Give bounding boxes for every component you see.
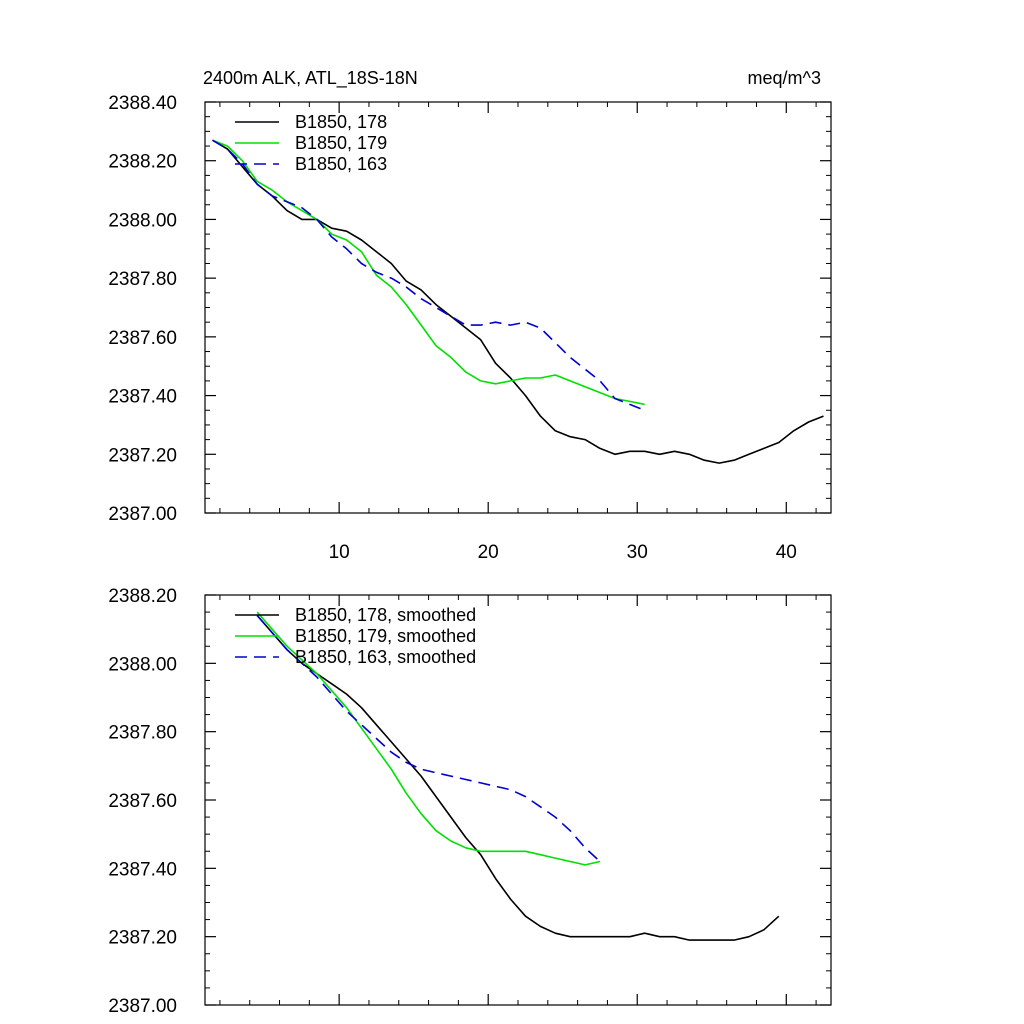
series-line-1 xyxy=(256,614,780,941)
series-line-1 xyxy=(212,139,824,464)
y-tick-label: 2388.20 xyxy=(108,152,177,173)
y-tick-label: 2387.60 xyxy=(108,328,177,349)
y-tick-label: 2387.20 xyxy=(108,928,177,949)
legend-label-3: B1850, 163 xyxy=(295,154,387,174)
bottom-panel: 2387.00 2387.20 2387.40 2387.60 2387.80 2388.… xyxy=(108,586,832,1017)
x-tick-label: 40 xyxy=(776,542,797,563)
y-tick-label: 2387.40 xyxy=(108,859,177,880)
series-line-3 xyxy=(256,614,601,863)
y-tick-label: 2387.40 xyxy=(108,387,177,408)
series-line-3 xyxy=(212,139,645,412)
legend-label-2: B1850, 179, smoothed xyxy=(295,626,476,646)
y-tick-label: 2387.60 xyxy=(108,791,177,812)
series-line-2 xyxy=(256,611,601,866)
legend-label-3: B1850, 163, smoothed xyxy=(295,647,476,667)
y-tick-label: 2388.00 xyxy=(108,654,177,675)
x-tick-label: 10 xyxy=(329,542,350,563)
y-tick-label: 2387.00 xyxy=(108,504,177,525)
series-line-2 xyxy=(212,139,645,406)
top-panel: 10 20 30 40 2387.00 2387.20 2387.40 2387.60 2387… xyxy=(108,68,832,563)
y-tick-label: 2387.80 xyxy=(108,269,177,290)
legend-label-1: B1850, 178 xyxy=(295,112,387,132)
x-tick-label: 30 xyxy=(627,542,648,563)
y-tick-label: 2387.00 xyxy=(108,996,177,1017)
y-tick-label: 2387.20 xyxy=(108,445,177,466)
y-tick-label: 2388.00 xyxy=(108,210,177,231)
chart-title: 2400m ALK, ATL_18S-18N xyxy=(203,68,418,89)
x-tick-label: 20 xyxy=(478,542,499,563)
legend-label-1: B1850, 178, smoothed xyxy=(295,605,476,625)
y-tick-label: 2388.40 xyxy=(108,93,177,114)
y-tick-label: 2388.20 xyxy=(108,586,177,607)
legend-label-2: B1850, 179 xyxy=(295,133,387,153)
y-tick-label: 2387.80 xyxy=(108,723,177,744)
units-label: meq/m^3 xyxy=(748,68,821,88)
